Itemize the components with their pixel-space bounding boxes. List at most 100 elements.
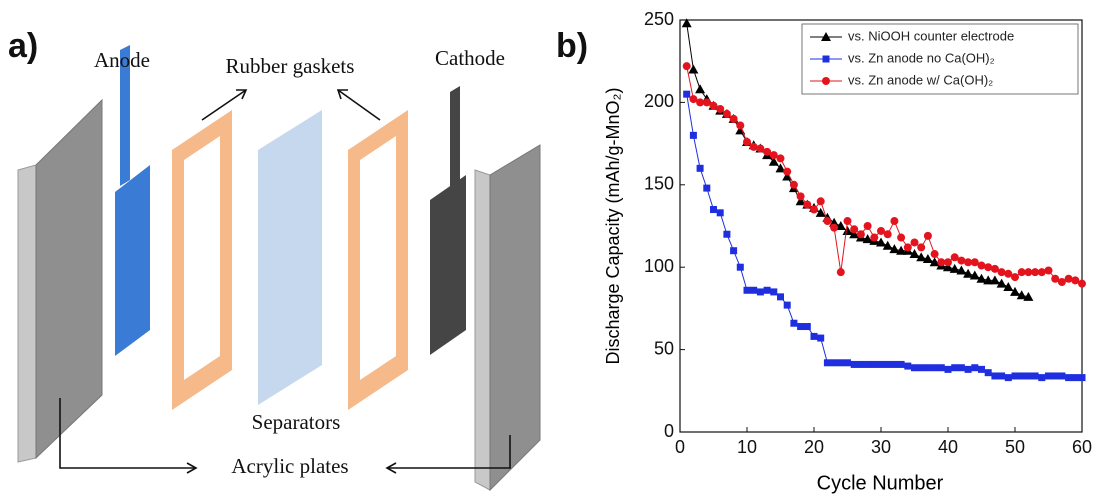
marker <box>783 167 792 176</box>
marker <box>749 142 758 151</box>
anode <box>115 165 150 356</box>
marker <box>1004 374 1012 382</box>
x-tick-label: 20 <box>804 437 824 457</box>
marker <box>944 365 952 373</box>
marker <box>709 101 718 110</box>
marker <box>949 263 960 273</box>
marker <box>823 359 831 367</box>
x-tick-label: 50 <box>1005 437 1025 457</box>
marker <box>897 360 905 368</box>
marker <box>688 64 699 74</box>
marker <box>810 205 818 214</box>
marker <box>922 253 933 263</box>
marker <box>909 249 920 259</box>
y-axis-title: Discharge Capacity (mAh/g-MnO₂) <box>603 87 623 364</box>
y-tick-label: 200 <box>644 91 674 111</box>
marker <box>930 250 939 259</box>
marker <box>970 258 979 267</box>
marker <box>730 247 738 255</box>
marker <box>1010 286 1020 296</box>
marker <box>837 359 845 367</box>
marker <box>777 293 784 301</box>
x-tick-label: 10 <box>737 437 757 457</box>
y-tick-label: 250 <box>644 9 674 29</box>
marker <box>911 364 918 372</box>
marker <box>956 265 967 275</box>
marker <box>924 364 932 372</box>
separators-label: Separators <box>252 410 341 434</box>
x-tick-label: 60 <box>1072 437 1092 457</box>
marker <box>996 278 1007 288</box>
marker <box>1045 372 1052 380</box>
marker <box>1031 372 1039 380</box>
marker <box>864 360 872 368</box>
marker <box>830 359 838 367</box>
marker <box>743 286 751 294</box>
marker <box>817 334 825 342</box>
marker <box>689 95 698 104</box>
x-tick-label: 0 <box>675 437 685 457</box>
marker <box>763 147 772 156</box>
marker <box>849 229 860 239</box>
marker <box>1003 281 1014 291</box>
separator <box>258 110 322 405</box>
marker <box>1004 269 1013 278</box>
panel-label: b) <box>556 27 588 65</box>
marker <box>729 114 738 123</box>
acrylic-plate <box>489 144 541 492</box>
marker <box>763 286 771 294</box>
marker <box>929 257 940 267</box>
marker <box>890 217 899 226</box>
cathode <box>430 175 466 355</box>
marker <box>803 200 812 209</box>
rubber-gasket <box>172 110 232 410</box>
x-tick-label: 30 <box>871 437 891 457</box>
marker <box>723 230 731 238</box>
marker <box>1011 273 1019 282</box>
marker <box>1071 276 1080 285</box>
marker <box>796 192 805 201</box>
marker <box>877 226 885 235</box>
marker <box>969 270 980 280</box>
marker <box>795 196 806 206</box>
marker <box>877 360 885 368</box>
marker <box>1051 372 1059 380</box>
marker <box>998 372 1006 380</box>
marker <box>836 268 845 277</box>
marker <box>822 77 830 85</box>
acrylic-plate-edge <box>17 164 37 463</box>
cathode-tab <box>450 86 460 206</box>
acrylic-plate <box>35 98 103 460</box>
marker <box>1051 274 1060 283</box>
marker <box>702 98 711 107</box>
marker <box>1016 290 1027 300</box>
marker <box>923 231 932 240</box>
marker <box>983 275 994 285</box>
marker <box>797 323 805 331</box>
marker <box>1064 274 1073 283</box>
marker <box>790 319 798 327</box>
marker <box>1017 268 1026 277</box>
marker <box>883 230 892 239</box>
marker <box>989 275 1000 285</box>
rubber-gasket <box>348 110 408 410</box>
marker <box>863 222 872 230</box>
marker <box>951 364 959 372</box>
marker <box>971 364 979 372</box>
marker <box>775 163 786 173</box>
marker <box>937 364 945 372</box>
marker <box>696 164 704 172</box>
marker <box>782 171 793 181</box>
marker <box>835 221 846 230</box>
marker <box>1018 372 1026 380</box>
marker <box>903 243 912 252</box>
marker <box>816 197 825 206</box>
marker <box>904 362 912 370</box>
marker <box>1037 268 1046 277</box>
marker <box>976 273 987 283</box>
marker <box>769 151 778 160</box>
anode-label: Anode <box>94 48 150 72</box>
panel-label: a) <box>8 27 38 65</box>
marker <box>990 264 999 273</box>
y-tick-label: 50 <box>654 338 674 358</box>
